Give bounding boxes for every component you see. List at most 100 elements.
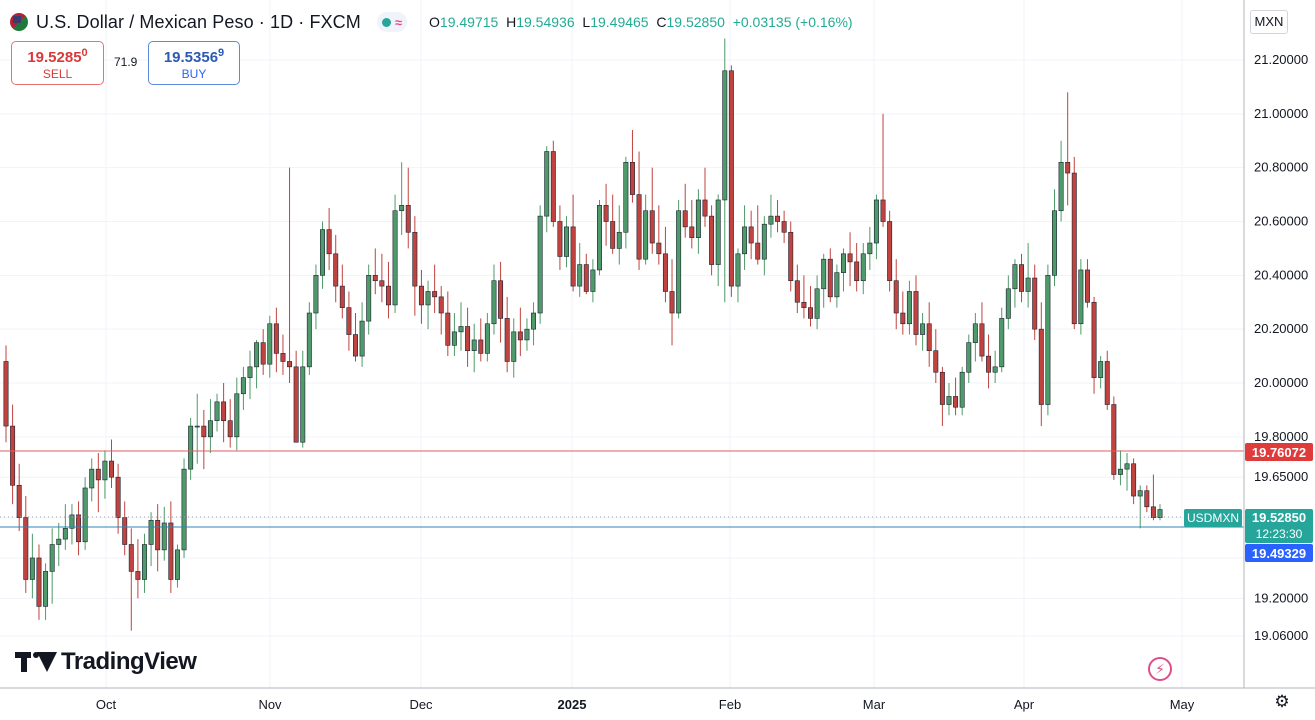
buy-button[interactable]: 19.53569 BUY [148,41,240,85]
candle-body [23,517,29,580]
price-axis[interactable]: 21.20000 21.00000 20.80000 20.60000 20.40000… [1254,52,1308,643]
candle [728,65,734,297]
candle [735,248,741,303]
candle [1071,156,1077,330]
candle-body [194,425,200,428]
candle-body [445,312,451,346]
candle [293,350,299,443]
candle [1111,396,1117,480]
tradingview-logo[interactable]: TradingView [15,648,197,676]
candle [722,38,728,303]
time-axis[interactable]: Oct Nov Dec 2025 Feb Mar Apr May [96,697,1195,712]
candle [3,345,9,443]
candle-body [273,323,279,354]
y-tick-label: 20.00000 [1254,375,1308,390]
resistance-price-tag: 19.76072 [1245,443,1313,461]
candle [207,399,213,453]
candle [128,528,134,631]
candle [517,307,523,357]
candle-body [636,194,642,260]
candle-body [511,331,517,362]
candle [986,334,992,389]
candle [491,264,497,335]
candle [643,194,649,265]
candle [959,366,965,416]
open-value: 19.49715 [439,14,499,30]
candle-body [814,288,820,319]
candle [827,248,833,303]
candle-body [306,312,312,368]
candle [761,216,767,276]
candle [1124,452,1130,491]
settings-gear-icon[interactable]: ⚙ [1274,692,1290,711]
candle-body [695,199,701,238]
sell-button[interactable]: 19.52850 SELL [11,41,104,85]
candle [478,318,484,362]
market-open-dot-icon [381,17,391,27]
candle-body [610,221,616,249]
candle-body [643,210,649,260]
candle-body [465,326,471,352]
candle [755,205,761,265]
y-tick-label: 19.06000 [1254,628,1308,643]
lightning-icon[interactable]: ⚡ [1148,657,1172,681]
candle-body [906,291,912,325]
candle [1012,259,1018,308]
candle-body [89,468,95,489]
candle-body [992,366,998,373]
candle-body [821,258,827,290]
candle [821,253,827,308]
candle [484,313,490,362]
candle-body [1084,269,1090,303]
candle [254,339,260,389]
candle [148,512,154,567]
candle-body [1117,468,1123,475]
currency-selector[interactable]: MXN [1250,10,1288,34]
candle-body [135,571,141,580]
symbol-title[interactable]: U.S. Dollar / Mexican Peso · 1D · FXCM [36,11,361,32]
candle-body [181,468,187,551]
x-tick-label: May [1170,697,1195,712]
candle [247,350,253,400]
candle-body [709,215,715,265]
candle [1150,474,1156,521]
candle-body [174,549,180,580]
candle [135,539,141,599]
candle-body [320,229,326,276]
candle-body [1091,301,1097,378]
candle [1117,450,1123,486]
candle-body [438,296,444,314]
candle [326,208,332,270]
spread-value: 71.9 [114,55,138,69]
candle [906,280,912,335]
candle-body [287,361,293,368]
candle-body [43,571,49,607]
candle [155,504,161,572]
candle [161,506,167,561]
x-tick-label: Oct [96,697,117,712]
candle-body [1012,264,1018,290]
candle [577,243,583,297]
candle [465,307,471,367]
candle [748,210,754,260]
candle-body [1052,210,1057,276]
candle [1157,504,1163,521]
candle [181,458,187,558]
candle-body [326,229,332,255]
candle-body [76,514,82,543]
market-status-pill[interactable]: ≈ [376,12,408,32]
candle-body [662,253,668,292]
candle [142,533,147,593]
candle [1137,485,1143,529]
candle-body [920,323,926,335]
y-tick-label: 19.65000 [1254,469,1308,484]
candle-body [491,280,497,325]
candle [1091,296,1097,394]
candle-body [56,538,62,545]
candle [873,194,879,260]
candle-body [214,401,220,421]
candle [1052,189,1057,287]
candle [109,439,114,488]
candle-body [900,312,906,325]
